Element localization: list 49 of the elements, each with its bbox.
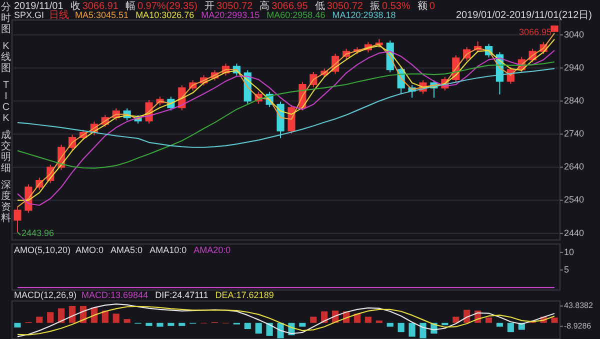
annotation: 3066.95 (518, 26, 552, 37)
y-tick-label: 3040 (564, 29, 584, 40)
annotation: 2019/01/02-2019/11/01(212日) (456, 10, 592, 21)
chart-title: SPX.GI (14, 10, 44, 20)
chart-title: AMO(5,10,20) (14, 245, 71, 255)
text: MA10:3026.76 (136, 10, 194, 20)
text: K线图 (1, 41, 11, 74)
y-tick-label: 43.8382 (564, 301, 594, 310)
y-tick-label: 2540 (564, 194, 584, 205)
text: 0 (429, 1, 436, 12)
text: 低 (314, 1, 325, 12)
series-label: DIF:24.47111 (155, 290, 208, 300)
text: 0.53% (382, 1, 410, 12)
text: 3066.91 (82, 1, 119, 12)
y-tick-label: 2740 (564, 128, 584, 139)
series-label: MACD:13.69844 (82, 290, 148, 300)
annotation: AMA10:0 (150, 245, 187, 255)
text: MA20:2993.15 (201, 10, 260, 20)
text: 分时图 (1, 1, 11, 35)
series-label: DEA:17.62189 (215, 290, 274, 300)
y-tick-label: -8.9286 (564, 321, 592, 330)
y-tick-label: 2840 (564, 95, 584, 106)
text: MA120:2938.18 (332, 10, 396, 20)
text: 振 (370, 0, 380, 12)
annotation: AMA5:0 (110, 245, 143, 255)
text: 开 (204, 1, 215, 12)
text: 3050.72 (326, 1, 364, 12)
text: 收 (70, 1, 80, 12)
annotation: AMO:0 (76, 245, 104, 255)
text: 3050.72 (216, 1, 254, 12)
text: 深度资料 (1, 179, 11, 224)
text: 高 (260, 0, 270, 12)
text: 成交明细 (1, 129, 11, 174)
y-tick-label: 10 (564, 246, 574, 257)
text: 幅 (125, 0, 136, 12)
chart-title: MACD(12,26,9) (14, 290, 77, 300)
y-tick-label: 2440 (564, 228, 584, 238)
text: TICK (2, 80, 10, 124)
text: MA60:2958.46 (266, 10, 326, 20)
text: AMA20:0 (194, 245, 231, 255)
y-tick-label: 5 (564, 264, 570, 274)
annotation: 2443.96 (21, 228, 54, 238)
text: MA5:3045.51 (75, 10, 129, 20)
y-tick-label: 2640 (564, 162, 584, 172)
text: 0.97%(29.35) (137, 1, 198, 12)
chart-subtitle: 日线 (49, 9, 70, 21)
text: 3066.95 (272, 1, 308, 12)
text: 额 (417, 0, 428, 12)
y-tick-label: 2940 (564, 62, 584, 72)
